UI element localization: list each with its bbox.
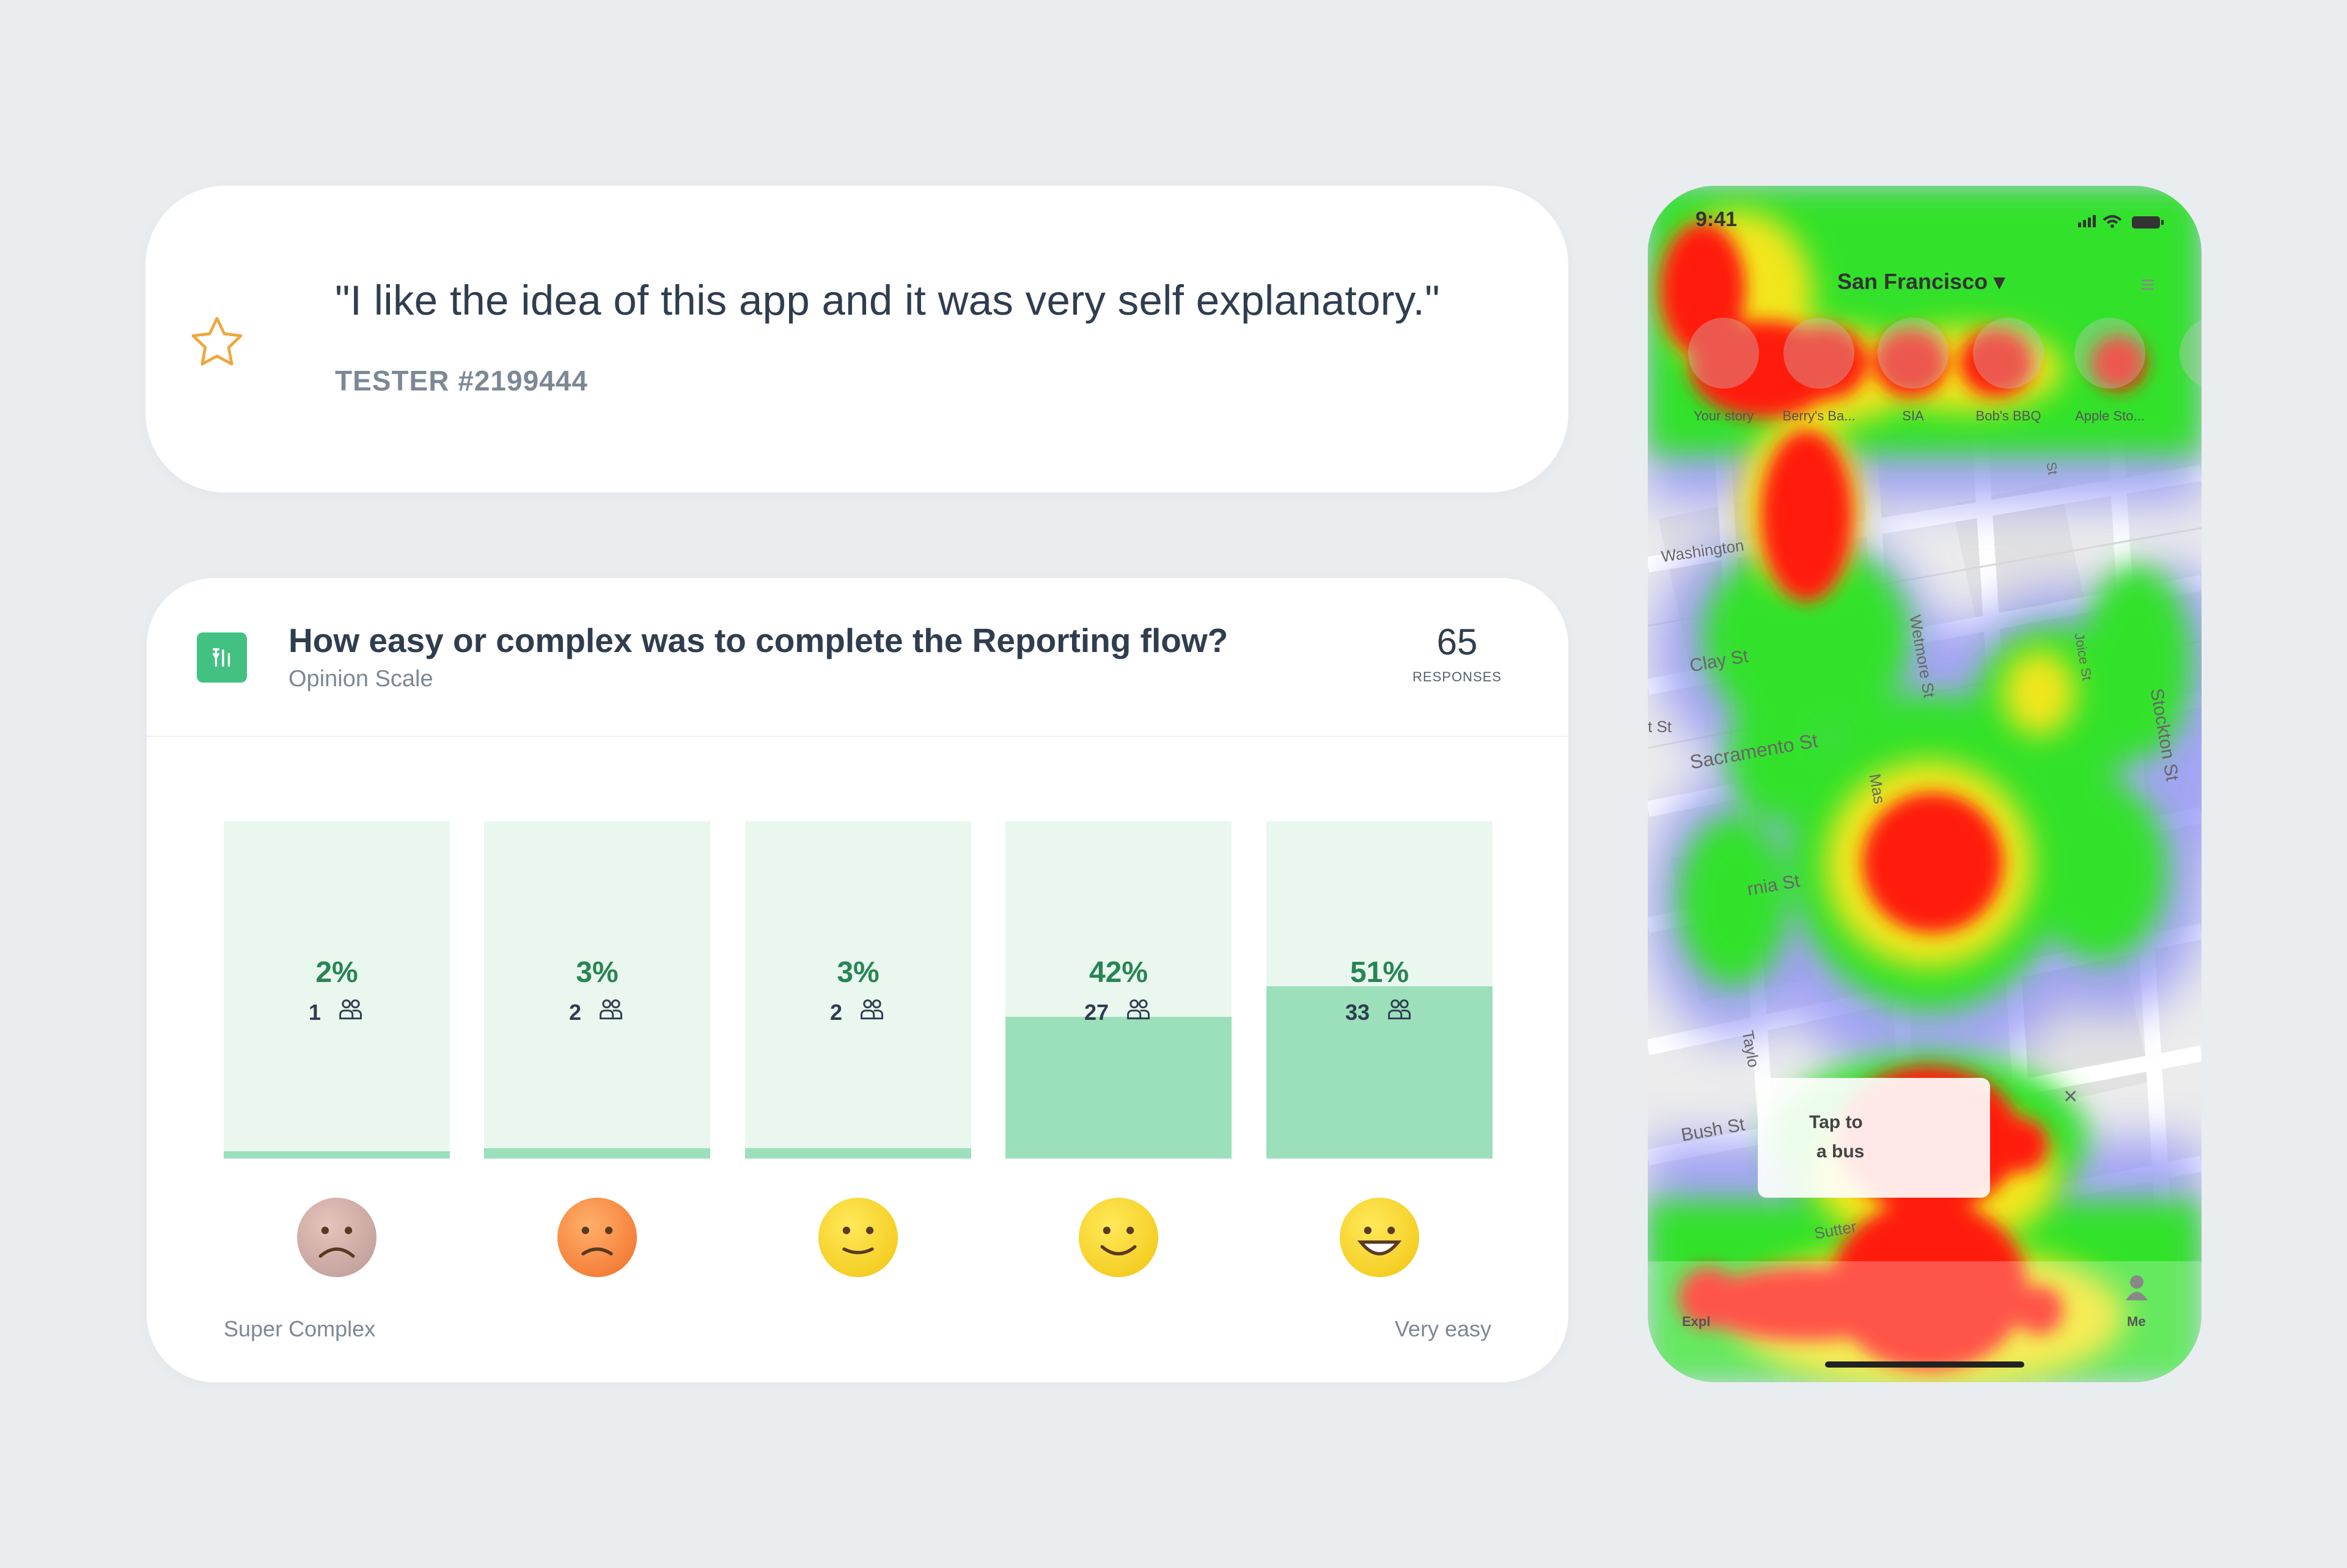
star-icon[interactable] — [186, 312, 248, 374]
story-label: Apple Sto... — [2075, 408, 2145, 423]
bar-percent: 3% — [576, 956, 619, 989]
bar-count-value: 1 — [308, 999, 321, 1025]
status-icons — [2078, 215, 2164, 229]
story-label: Bob's BBQ — [1975, 408, 2041, 423]
story-label: SIA — [1902, 408, 1924, 423]
sad-face-icon[interactable] — [297, 1198, 376, 1277]
bar-percent: 42% — [1089, 956, 1148, 989]
tab-me[interactable]: Me — [2127, 1314, 2146, 1329]
quote-text: "I like the idea of this app and it was … — [335, 277, 1440, 324]
people-icon — [597, 996, 625, 1028]
bar-percent: 3% — [837, 956, 880, 989]
bar-fill — [1005, 1017, 1232, 1159]
street-label: t St — [1648, 717, 1672, 736]
home-indicator — [1825, 1361, 2024, 1368]
neutral-face-icon[interactable] — [818, 1198, 898, 1277]
bar-count-value: 2 — [568, 999, 582, 1025]
people-icon — [858, 996, 886, 1028]
story-avatar[interactable] — [2074, 318, 2145, 389]
bar-count: 27 — [1005, 996, 1232, 1028]
bar-fill — [484, 1148, 710, 1159]
opinion-bar-3[interactable]: 3% 2 — [745, 821, 971, 1159]
survey-card: How easy or complex was to complete the … — [147, 578, 1568, 1382]
story-label: Your story — [1693, 408, 1754, 423]
response-count: 65 RESPONSES — [1396, 621, 1518, 685]
bar-count-value: 33 — [1345, 999, 1370, 1025]
divider — [147, 736, 1568, 737]
profile-icon[interactable] — [2125, 1273, 2149, 1305]
opinion-bar-4[interactable]: 42% 27 — [1005, 821, 1232, 1159]
story-avatar[interactable] — [1973, 318, 2044, 389]
bar-fill — [1266, 986, 1493, 1159]
bar-count-value: 27 — [1084, 999, 1109, 1025]
opinion-bar-5[interactable]: 51% 33 — [1266, 821, 1493, 1159]
grin-face-icon[interactable] — [1340, 1198, 1419, 1277]
bar-percent: 2% — [315, 956, 358, 989]
phone-heatmap-screenshot: 9:41 San Francisco ▾ ≡ Your story Berry's… — [1648, 186, 2202, 1382]
bar-fill — [745, 1148, 971, 1159]
tab-explore[interactable]: Expl — [1682, 1314, 1711, 1329]
question-title: How easy or complex was to complete the … — [288, 621, 1229, 659]
opinion-scale-icon — [197, 632, 247, 683]
story-avatar[interactable] — [1783, 318, 1854, 389]
street-label: St — [2043, 461, 2061, 476]
scale-min-label: Super Complex — [224, 1316, 376, 1341]
story-avatar[interactable] — [1688, 318, 1759, 389]
opinion-bar-2[interactable]: 3% 2 — [484, 821, 710, 1159]
story-label: Fit — [2173, 408, 2202, 424]
people-icon — [337, 996, 365, 1028]
bar-fill — [224, 1151, 450, 1159]
bar-count-value: 2 — [829, 999, 843, 1025]
quote-card: "I like the idea of this app and it was … — [145, 186, 1568, 493]
filter-icon[interactable]: ≡ — [2140, 271, 2155, 298]
bar-count: 33 — [1266, 996, 1493, 1028]
city-selector[interactable]: San Francisco ▾ — [1837, 269, 2005, 295]
status-time: 9:41 — [1695, 208, 1738, 231]
city-name: San Francisco — [1837, 269, 1988, 294]
bar-count: 2 — [745, 996, 971, 1028]
chevron-down-icon: ▾ — [1994, 269, 2005, 294]
tooltip-line-2: a bus — [1816, 1141, 1865, 1162]
map-tooltip[interactable]: Tap to a bus — [1758, 1078, 1990, 1198]
frown-face-icon[interactable] — [557, 1198, 637, 1277]
bar-count: 2 — [484, 996, 710, 1028]
bar-count: 1 — [224, 996, 450, 1028]
close-icon[interactable]: × — [2063, 1083, 2078, 1110]
bar-percent: 51% — [1350, 956, 1409, 989]
tooltip-line-1: Tap to — [1809, 1112, 1863, 1132]
question-type: Opinion Scale — [288, 666, 433, 692]
response-label: RESPONSES — [1412, 669, 1502, 684]
people-icon — [1386, 996, 1414, 1028]
response-number: 65 — [1436, 621, 1478, 662]
opinion-bar-1[interactable]: 2% 1 — [224, 821, 450, 1159]
quote-author: TESTER #2199444 — [335, 365, 588, 397]
story-label: Berry's Ba... — [1782, 408, 1856, 423]
people-icon — [1125, 996, 1153, 1028]
scale-max-label: Very easy — [1394, 1316, 1491, 1341]
story-avatar[interactable] — [1878, 318, 1948, 389]
heatmap-overlay — [1648, 186, 2202, 1382]
smile-face-icon[interactable] — [1079, 1198, 1158, 1277]
